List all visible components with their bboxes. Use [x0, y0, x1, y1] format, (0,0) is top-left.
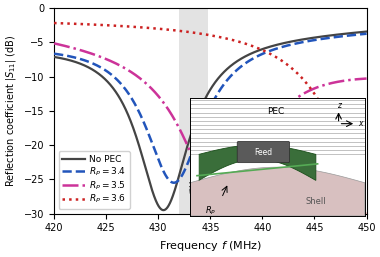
$R_P = 3.5$: [220, 209, 225, 212]
$R_P = 3.5$: [195, 168, 200, 171]
$R_P = 3.6$: [364, 212, 369, 215]
Text: ISM: ISM: [189, 179, 198, 193]
$R_P = 3.5$: [68, 46, 72, 49]
$R_P = 3.4$: [355, 33, 360, 36]
$R_P = 3.5$: [355, 78, 360, 81]
$R_P = 3.6$: [360, 212, 365, 215]
Text: Shell: Shell: [306, 197, 326, 206]
$R_P = 3.4$: [204, 114, 209, 117]
Line: No PEC: No PEC: [54, 32, 367, 210]
$R_P = 3.4$: [196, 135, 200, 138]
$R_P = 3.6$: [355, 197, 360, 200]
No PEC: [196, 113, 200, 116]
$R_P = 3.6$: [195, 32, 200, 35]
No PEC: [52, 56, 56, 59]
$R_P = 3.5$: [355, 78, 360, 81]
$R_P = 3.4$: [52, 52, 56, 55]
$R_P = 3.5$: [364, 77, 369, 80]
PathPatch shape: [199, 145, 316, 180]
Legend: No PEC, $R_P = 3.4$, $R_P = 3.5$, $R_P = 3.6$: No PEC, $R_P = 3.4$, $R_P = 3.5$, $R_P =…: [59, 151, 130, 209]
FancyBboxPatch shape: [237, 141, 290, 163]
PathPatch shape: [190, 167, 365, 216]
Line: $R_P = 3.5$: $R_P = 3.5$: [54, 43, 367, 210]
Bar: [179, 8, 208, 214]
No PEC: [204, 95, 209, 98]
$R_P = 3.4$: [298, 41, 302, 44]
$R_P = 3.6$: [68, 22, 72, 25]
$R_P = 3.6$: [298, 75, 302, 78]
$R_P = 3.4$: [171, 181, 176, 184]
Text: PEC: PEC: [267, 107, 284, 116]
No PEC: [298, 38, 302, 41]
No PEC: [68, 59, 72, 62]
$R_P = 3.6$: [52, 22, 56, 25]
$R_P = 3.4$: [355, 33, 360, 36]
No PEC: [364, 30, 369, 33]
$R_P = 3.6$: [355, 196, 359, 199]
Text: $z$: $z$: [337, 101, 344, 110]
Line: $R_P = 3.6$: $R_P = 3.6$: [54, 23, 367, 214]
Text: $x$: $x$: [358, 119, 364, 128]
Text: $R_P$: $R_P$: [205, 204, 217, 217]
Text: Feed: Feed: [254, 148, 272, 157]
Line: $R_P = 3.4$: $R_P = 3.4$: [54, 34, 367, 183]
No PEC: [355, 31, 360, 34]
$R_P = 3.6$: [204, 33, 208, 36]
$R_P = 3.4$: [68, 55, 72, 58]
No PEC: [161, 209, 166, 212]
$R_P = 3.5$: [298, 94, 302, 97]
$R_P = 3.4$: [364, 32, 369, 35]
No PEC: [355, 31, 360, 34]
Bar: [179, 8, 208, 214]
$R_P = 3.5$: [52, 42, 56, 45]
$R_P = 3.5$: [204, 188, 208, 191]
X-axis label: Frequency $f$ (MHz): Frequency $f$ (MHz): [159, 239, 262, 253]
Y-axis label: Reflection coefficient $|S_{11}|$ (dB): Reflection coefficient $|S_{11}|$ (dB): [4, 35, 18, 187]
